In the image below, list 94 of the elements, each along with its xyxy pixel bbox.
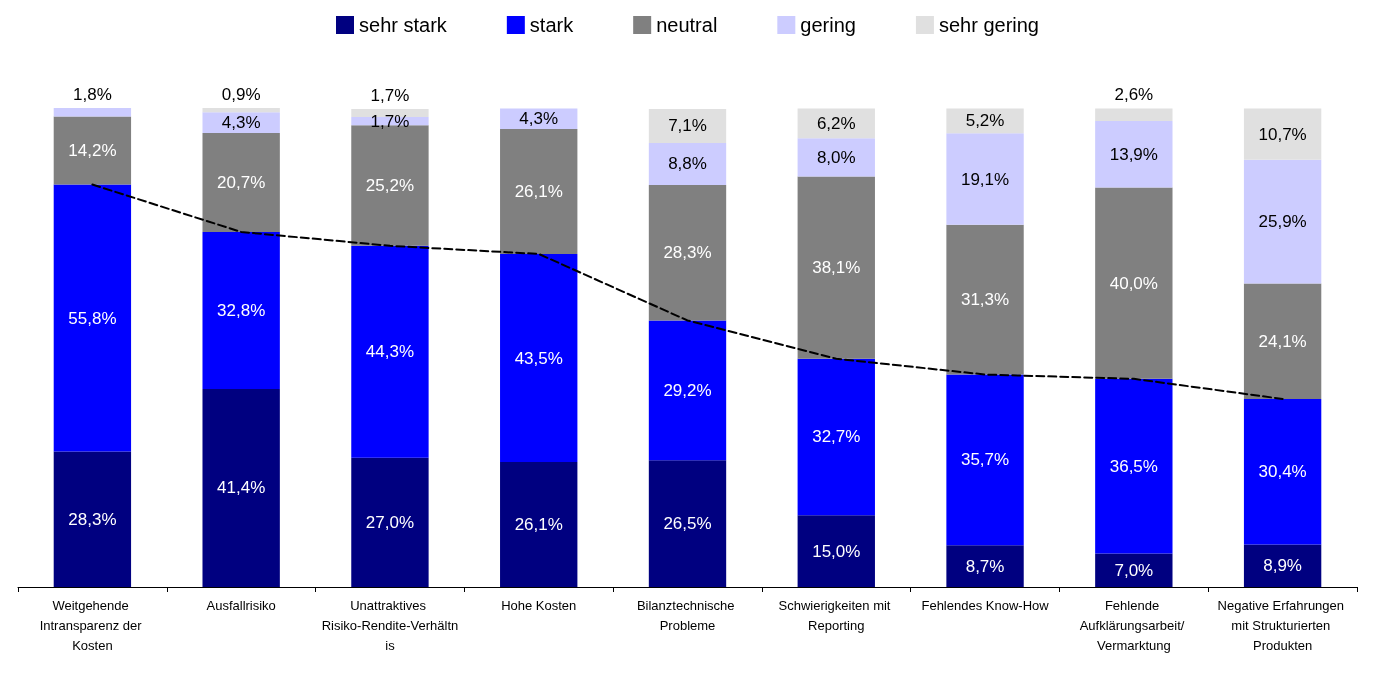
bar [53, 116, 132, 185]
x-tick-label: Ausfallrisiko [206, 597, 276, 613]
bar [351, 245, 429, 458]
data-label: 31,3% [960, 290, 1010, 310]
data-label: 8,7% [965, 556, 1005, 576]
data-label: 41,4% [217, 478, 266, 498]
x-tick-label: Weitgehende Intransparenz der Kosten [39, 597, 146, 653]
bar [648, 460, 727, 587]
data-label: 26,1% [514, 515, 563, 535]
data-label: 29,2% [663, 380, 712, 400]
bar [648, 108, 727, 143]
data-label: 26,5% [663, 514, 712, 534]
data-label: 2,6% [1114, 85, 1154, 105]
bar [500, 253, 578, 463]
data-label: 35,7% [960, 450, 1010, 470]
bar [946, 133, 1024, 225]
bar [202, 231, 280, 389]
data-label: 8,9% [1263, 556, 1302, 576]
bar [797, 515, 875, 587]
bar [648, 185, 727, 321]
data-label: 32,7% [812, 427, 861, 447]
data-label: 25,9% [1258, 212, 1307, 232]
data-label: 38,1% [812, 258, 861, 278]
data-label: 4,3% [221, 113, 261, 133]
data-label: 8,0% [816, 147, 856, 167]
data-label: 28,3% [663, 243, 712, 263]
legend-label: neutral [656, 14, 718, 36]
bar [1095, 553, 1173, 587]
x-tick-label: Unattraktives Risiko-Rendite-Verhältnis [321, 597, 459, 653]
data-label: 4,3% [519, 109, 559, 129]
x-tick-label: Schwierigkeiten mit Reporting [778, 597, 895, 633]
legend-label: gering [800, 14, 856, 36]
data-label: 30,4% [1258, 462, 1307, 482]
bar [1095, 187, 1173, 379]
bar [1095, 108, 1173, 121]
bar [1243, 108, 1322, 160]
data-label: 7,0% [1114, 560, 1154, 580]
bar [202, 388, 280, 587]
bar [797, 358, 875, 516]
data-label: 5,2% [965, 111, 1005, 131]
data-label: 6,2% [816, 113, 856, 133]
x-tick-label: Fehlendes Know-How [921, 597, 1050, 613]
bar [1243, 159, 1322, 284]
data-label: 1,7% [370, 111, 410, 131]
data-label: 10,7% [1258, 124, 1307, 144]
data-label: 8,8% [668, 154, 707, 174]
bar [1243, 544, 1322, 587]
x-tick-label: Hohe Kosten [501, 597, 577, 613]
data-label: 24,1% [1258, 331, 1307, 351]
bar [351, 457, 429, 587]
data-label: 43,5% [514, 348, 563, 368]
bar [946, 545, 1024, 587]
data-label: 25,2% [365, 176, 415, 196]
bar [1243, 398, 1322, 545]
bar [1243, 283, 1322, 399]
legend-label: stark [529, 14, 575, 36]
legend-label: sehr gering [938, 14, 1039, 36]
bar [648, 320, 727, 461]
data-label: 36,5% [1109, 456, 1158, 476]
x-tick-label: Bilanztechnische Probleme [636, 597, 739, 633]
data-label: 44,3% [365, 342, 415, 362]
data-label: 7,1% [668, 116, 707, 136]
bar [797, 138, 875, 177]
x-tick-label: Negative Erfahrungen mit Strukturierten Produkten [1217, 597, 1348, 653]
bar [946, 224, 1024, 375]
data-label: 14,2% [68, 141, 117, 161]
data-label: 27,0% [365, 512, 415, 532]
data-label: 0,9% [221, 85, 261, 104]
bar [648, 142, 727, 186]
data-label: 40,0% [1109, 273, 1158, 293]
legend-label: sehr stark [359, 14, 448, 36]
bar [53, 184, 132, 452]
bar [797, 108, 875, 139]
bar [1095, 378, 1173, 554]
data-label: 26,1% [514, 182, 563, 201]
bar [53, 108, 132, 117]
data-label: 1,8% [73, 85, 112, 104]
bar [500, 129, 578, 254]
data-label: 28,3% [68, 509, 117, 529]
data-label: 15,0% [812, 541, 861, 561]
x-tick-label: Fehlende Aufklärungsarbeit/ Vermarktung [1079, 597, 1189, 653]
bar [1095, 120, 1173, 188]
data-label: 1,7% [370, 85, 410, 105]
bar [53, 451, 132, 587]
data-label: 32,8% [217, 300, 266, 320]
data-label: 20,7% [217, 172, 266, 192]
bar [202, 132, 280, 232]
data-label: 13,9% [1109, 144, 1158, 164]
bar [202, 108, 280, 113]
bar [797, 176, 875, 359]
bar [500, 462, 578, 587]
data-label: 55,8% [68, 308, 117, 328]
data-label: 19,1% [960, 169, 1010, 189]
bar [946, 374, 1024, 546]
